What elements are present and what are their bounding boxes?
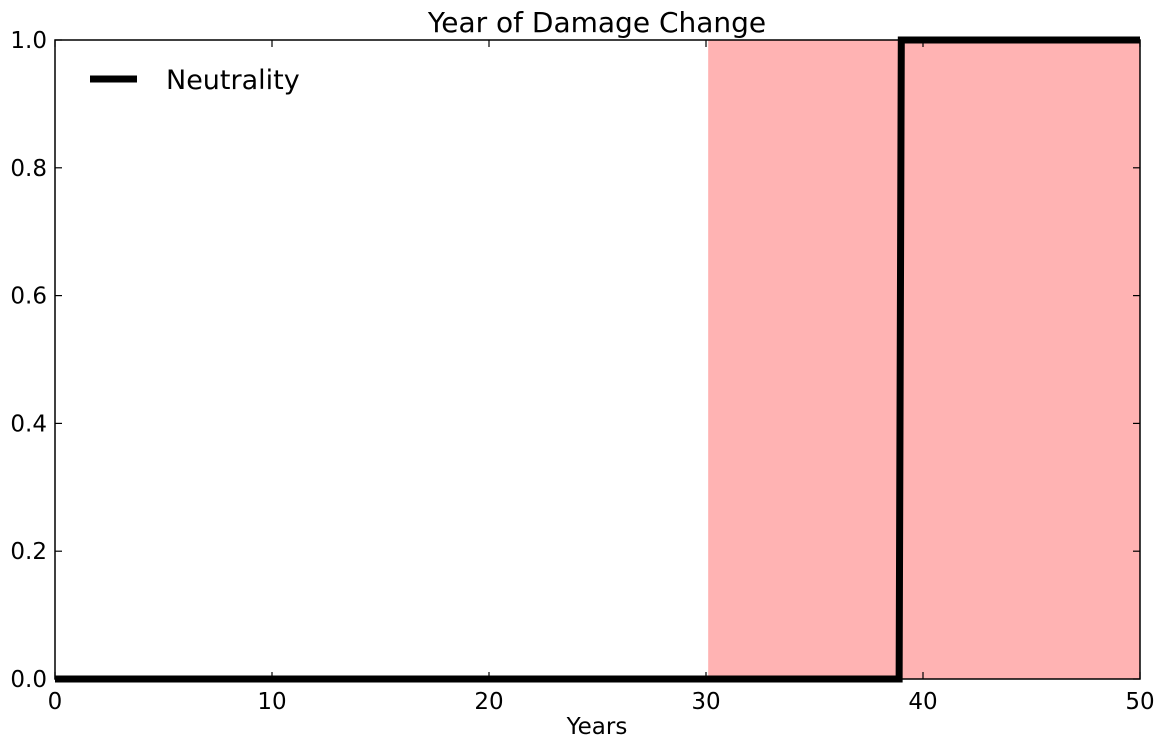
plot-area [54,36,1141,683]
y-tick-label: 0.0 [10,667,47,693]
legend-label-neutrality: Neutrality [166,65,300,96]
x-tick-label: 50 [1125,689,1154,715]
x-tick-label: 0 [48,689,63,715]
x-tick-label: 10 [257,689,286,715]
y-tick-label: 0.2 [10,539,47,565]
y-tick-label: 0.6 [10,284,47,310]
x-axis-label: Years [566,714,628,740]
x-axis: 0 10 20 30 40 50 [48,40,1155,715]
y-axis: 0.0 0.2 0.4 0.6 0.8 1.0 [10,28,1140,693]
x-tick-label: 30 [691,689,720,715]
chart-title: Year of Damage Change [427,6,766,39]
x-tick-label: 40 [908,689,937,715]
x-tick-label: 20 [474,689,503,715]
legend: Neutrality [90,65,300,96]
plot-frame [54,39,1141,680]
y-tick-label: 0.8 [10,156,47,182]
y-tick-label: 1.0 [10,28,47,54]
y-tick-label: 0.4 [10,411,47,437]
shaded-region [708,40,1140,679]
